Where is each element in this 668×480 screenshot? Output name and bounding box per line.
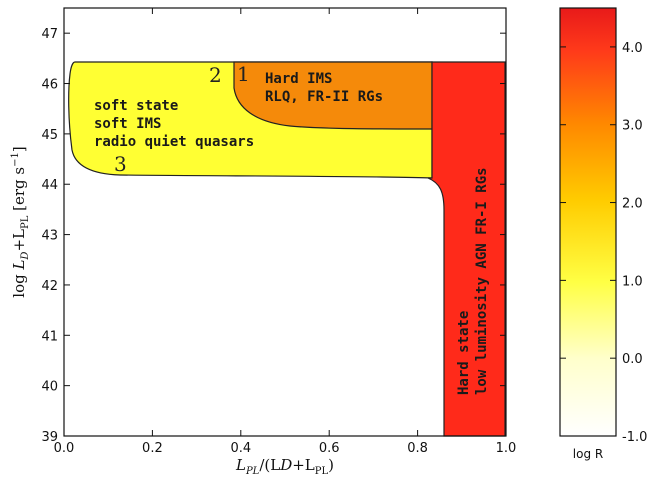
colorbar-tick-label: 0.0: [622, 352, 643, 367]
y-tick-label: 45: [41, 128, 58, 143]
x-axis-ticks: 0.0 0.2 0.4 0.6 0.8 1.0: [54, 8, 517, 456]
colorbar-tick-label: 3.0: [622, 119, 643, 134]
hard-ims-line-1: Hard IMS: [265, 71, 332, 87]
plot-frame: [63, 7, 507, 437]
colorbar-tick-label: -1.0: [622, 430, 647, 445]
colorbar-tick-label: 1.0: [622, 274, 643, 289]
hard-state-line-1: Hard state: [456, 311, 472, 395]
y-tick-label: 47: [41, 27, 58, 42]
y-tick-label: 41: [41, 329, 58, 344]
y-tick-label: 46: [41, 78, 58, 93]
x-tick-label: 1.0: [496, 441, 517, 456]
x-axis-label: LPL/(LD+LPL): [235, 456, 334, 477]
marker-three: 3: [114, 152, 127, 176]
y-tick-label: 42: [41, 279, 58, 294]
y-tick-label: 40: [41, 380, 58, 395]
y-axis-ticks: 39 40 41 42 43 44 45 46 47: [41, 27, 506, 445]
colorbar-tick-label: 2.0: [622, 197, 643, 212]
x-tick-label: 0.6: [319, 441, 340, 456]
soft-region-line-2: soft IMS: [94, 116, 161, 132]
x-tick-label: 0.8: [407, 441, 428, 456]
y-tick-label: 44: [41, 178, 58, 193]
x-tick-label: 0.0: [54, 441, 75, 456]
y-axis-label: log LD+LPL [erg s−1]: [10, 146, 31, 297]
y-tick-label: 39: [41, 430, 58, 445]
hard-ims-region: [233, 61, 433, 130]
x-tick-label: 0.4: [230, 441, 251, 456]
colorbar-tick-label: 4.0: [622, 41, 643, 56]
colorbar-ticks: 4.0 3.0 2.0 1.0 0.0 -1.0: [560, 41, 647, 445]
colorbar: [559, 7, 617, 437]
colorbar-label: log R: [573, 447, 603, 461]
soft-region-line-3: radio quiet quasars: [94, 134, 254, 150]
marker-one: 1: [237, 62, 250, 86]
hard-state-line-2: low luminosity AGN FR-I RGs: [474, 167, 490, 395]
soft-region-line-1: soft state: [94, 98, 178, 114]
y-tick-label: 43: [41, 229, 58, 244]
hard-ims-line-2: RLQ, FR-II RGs: [265, 89, 383, 105]
marker-two: 2: [209, 63, 222, 87]
x-tick-label: 0.2: [142, 441, 163, 456]
